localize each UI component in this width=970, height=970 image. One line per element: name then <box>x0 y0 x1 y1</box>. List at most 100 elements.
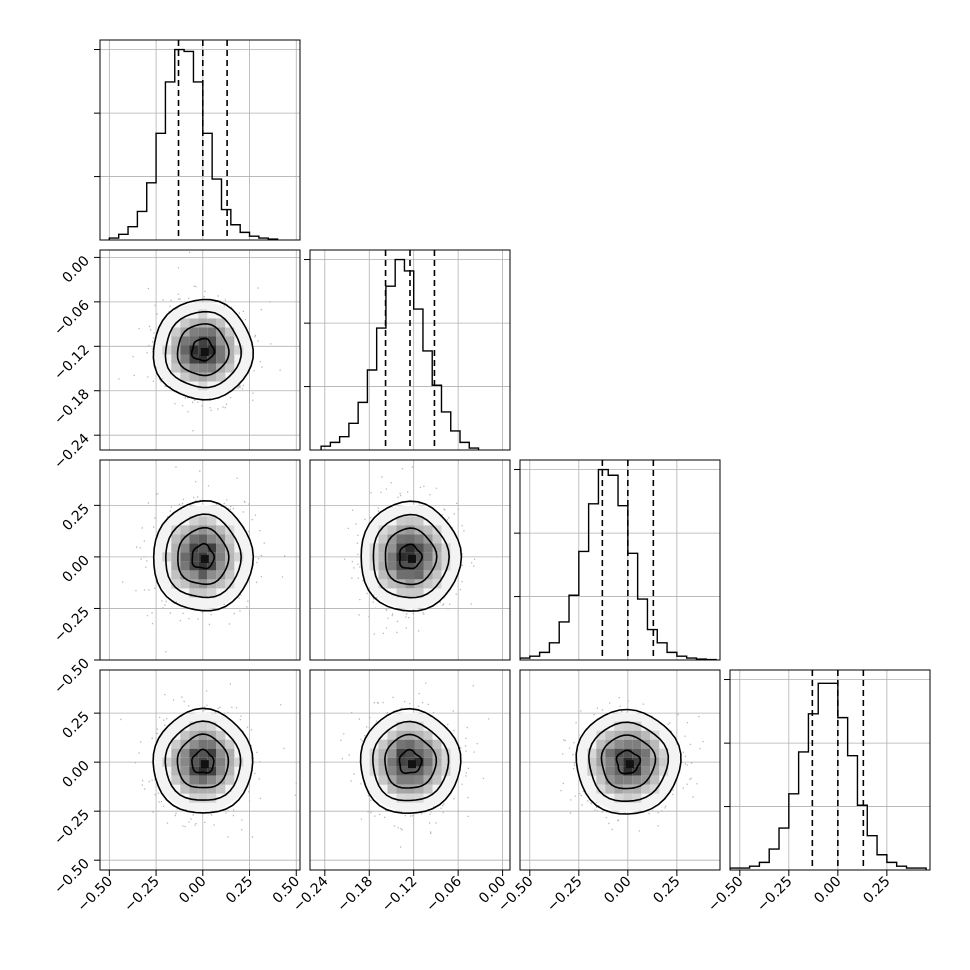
y-tick-label: −0.06 <box>51 297 93 339</box>
density-cell <box>198 525 208 535</box>
density-cell <box>180 534 190 544</box>
density-cell <box>216 757 226 767</box>
density-cell <box>171 354 181 364</box>
density-cell <box>414 543 424 553</box>
density-cell <box>423 570 433 580</box>
x-tick-label: 0.25 <box>860 874 893 907</box>
density-peak <box>625 760 634 769</box>
density-cell <box>587 748 597 758</box>
density-cell <box>225 534 235 544</box>
y-tick-label: 0.00 <box>59 253 92 286</box>
contour-line <box>176 323 230 377</box>
contour-line <box>615 749 642 775</box>
y-tick-label: −0.12 <box>51 342 93 384</box>
density-cell <box>405 748 415 758</box>
density-cell <box>423 543 433 553</box>
density-cell <box>171 570 181 580</box>
density-cell <box>405 793 415 803</box>
density-cell <box>171 363 181 373</box>
density-cell <box>387 775 397 785</box>
density-cell <box>641 757 651 767</box>
density-cell <box>396 516 406 526</box>
density-cell <box>180 784 190 794</box>
contour-line <box>176 733 230 789</box>
density-cell <box>423 579 433 589</box>
density-cell <box>189 570 199 580</box>
density-cell <box>632 730 642 740</box>
density-cell <box>605 784 615 794</box>
density-cell <box>387 561 397 571</box>
density-cell <box>378 534 388 544</box>
density-cell <box>180 318 190 328</box>
density-cell <box>198 739 208 749</box>
density-cell <box>225 739 235 749</box>
density-cell <box>632 784 642 794</box>
histogram-step <box>730 682 927 870</box>
density-cell <box>378 525 388 535</box>
density-cell <box>189 775 199 785</box>
density-cell <box>189 588 199 598</box>
y-tick-label: −0.24 <box>51 431 93 473</box>
x-tick-label: 0.00 <box>176 874 209 907</box>
contour-line <box>152 499 255 612</box>
density-cell <box>189 730 199 740</box>
panel-frame <box>99 459 301 661</box>
x-tick-label: 0.25 <box>650 874 683 907</box>
density-cell <box>207 784 217 794</box>
density-cell <box>441 552 451 562</box>
density-cell <box>171 552 181 562</box>
x-tick-label: −0.06 <box>423 873 465 915</box>
density-cell <box>198 327 208 337</box>
panel-frame <box>309 249 511 451</box>
density-cell <box>623 748 633 758</box>
density-cell <box>396 588 406 598</box>
y-tick-label: −0.25 <box>51 807 93 849</box>
density-cell <box>396 579 406 589</box>
density-cell <box>378 543 388 553</box>
density-cell <box>180 766 190 776</box>
y-tick-label: 0.25 <box>59 501 92 534</box>
density-cell <box>216 552 226 562</box>
density-cell <box>650 766 660 776</box>
density-cell <box>405 570 415 580</box>
density-cell <box>225 354 235 364</box>
density-cell <box>171 534 181 544</box>
density-cell <box>596 784 606 794</box>
density-cell <box>207 336 217 346</box>
histogram-step <box>320 258 480 450</box>
x-tick-label: −0.12 <box>379 874 421 916</box>
scatter-panel <box>309 459 511 661</box>
density-cell <box>198 748 208 758</box>
density-cell <box>207 721 217 731</box>
scatter-panel: −0.50 −0.25 0.00 0.25 <box>495 669 721 915</box>
contour-line <box>600 734 657 790</box>
scatter-points <box>118 251 281 432</box>
density-cell <box>623 775 633 785</box>
density-cell <box>198 363 208 373</box>
density-cell <box>198 775 208 785</box>
density-cell <box>216 543 226 553</box>
density-cell <box>189 354 199 364</box>
density-cell <box>650 784 660 794</box>
density-cell <box>432 561 442 571</box>
density-cell <box>387 784 397 794</box>
density-cell <box>198 534 208 544</box>
density-cell <box>189 327 199 337</box>
density-cell <box>198 588 208 598</box>
density-cell <box>414 570 424 580</box>
contour-line <box>359 707 462 815</box>
panel-frame <box>99 39 301 241</box>
density-cell <box>423 757 433 767</box>
contour-line <box>164 513 243 599</box>
density-cell <box>180 354 190 364</box>
density-cell <box>180 748 190 758</box>
density-cell <box>207 775 217 785</box>
contour-line <box>399 543 424 570</box>
x-tick-label: 0.00 <box>601 874 634 907</box>
density-cell <box>216 372 226 382</box>
density-cell <box>378 766 388 776</box>
density-cell <box>171 525 181 535</box>
density-cell <box>207 318 217 328</box>
panel-frame <box>309 459 511 661</box>
density-cell <box>189 552 199 562</box>
